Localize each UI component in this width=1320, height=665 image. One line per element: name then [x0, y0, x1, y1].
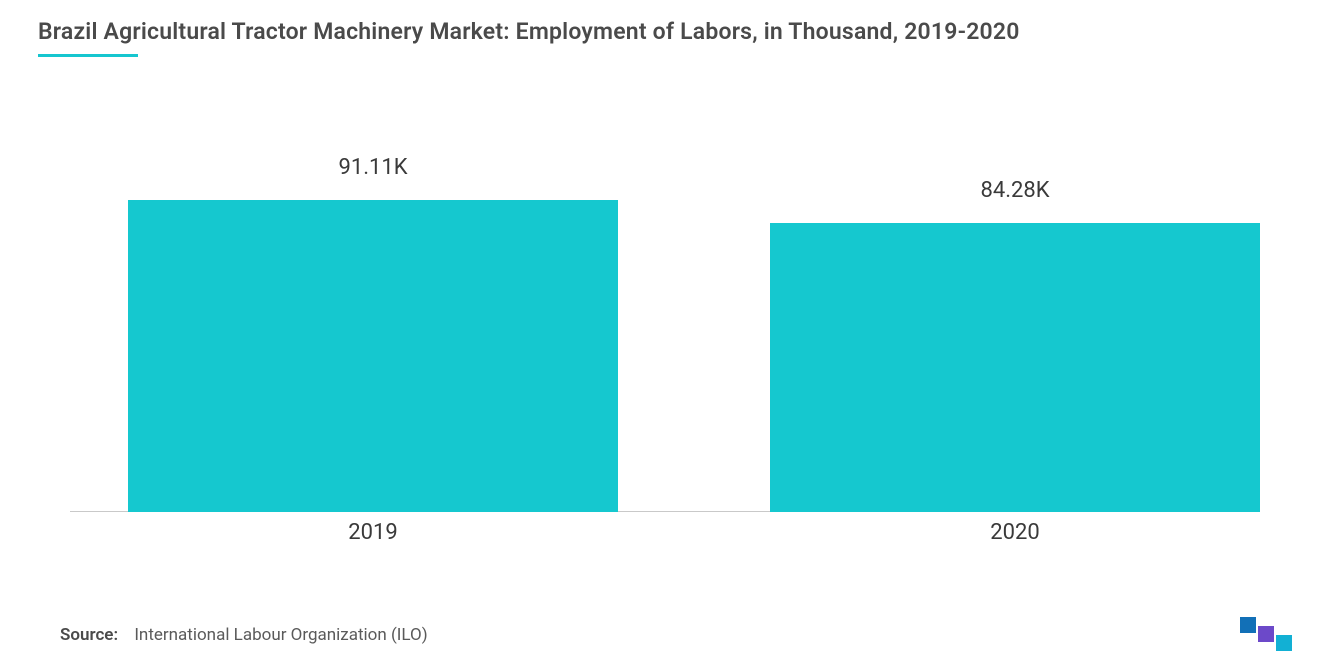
- source-text: International Labour Organization (ILO): [134, 625, 427, 645]
- source-label: Source:: [60, 625, 118, 645]
- logo-square-1: [1258, 626, 1274, 642]
- bar-chart: 91.11K 2019 84.28K 2020: [0, 100, 1320, 540]
- bar-category-label: 2020: [770, 520, 1260, 545]
- chart-title: Brazil Agricultural Tractor Machinery Ma…: [38, 18, 1020, 45]
- logo-square-2: [1276, 635, 1292, 651]
- bar-value-label: 91.11K: [128, 155, 618, 180]
- source-attribution: Source: International Labour Organizatio…: [60, 625, 428, 645]
- title-underline: [38, 54, 138, 57]
- logo-square-0: [1240, 617, 1256, 633]
- bar-category-label: 2019: [128, 520, 618, 545]
- bar-value-label: 84.28K: [770, 178, 1260, 203]
- brand-logo: [1240, 617, 1292, 653]
- bar: [770, 223, 1260, 512]
- bar: [128, 200, 618, 512]
